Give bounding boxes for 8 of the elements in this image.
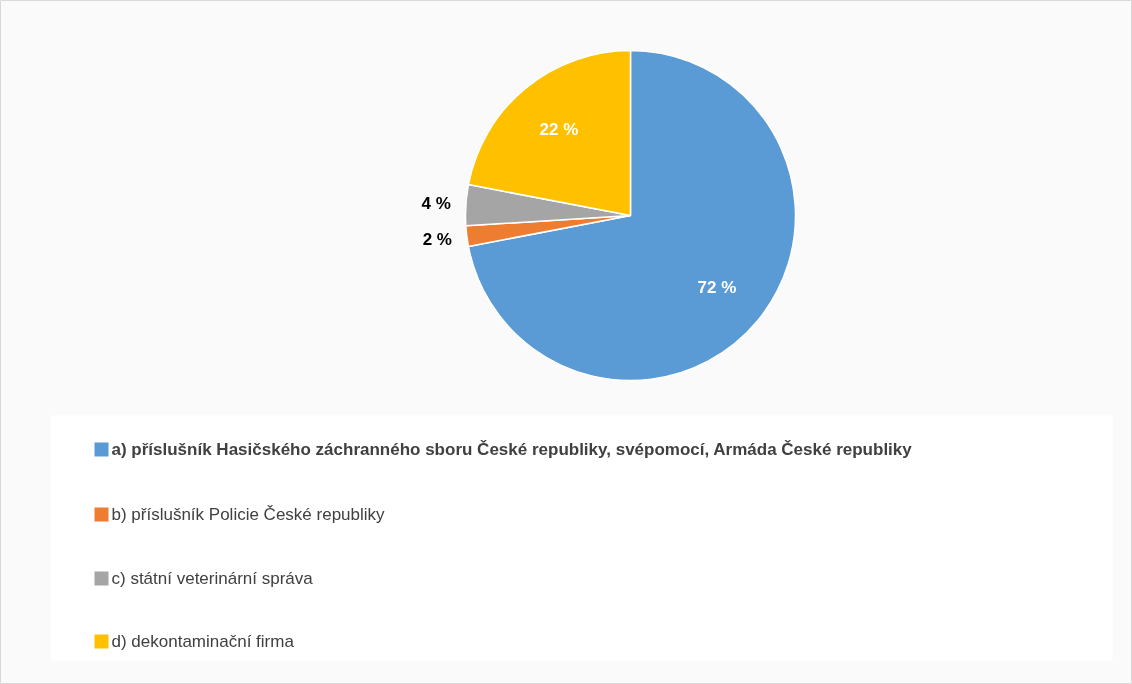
- data-label: 2 %: [422, 230, 452, 250]
- legend-label: b) příslušník Policie České republiky: [111, 505, 386, 524]
- data-label: 22 %: [539, 119, 579, 139]
- data-label: 72 %: [697, 277, 737, 297]
- legend-label: d) dekontaminační firma: [111, 632, 295, 651]
- data-label: 4 %: [421, 193, 451, 213]
- legend-label: c) státní veterinární správa: [111, 569, 314, 588]
- legend-label: a) příslušník Hasičského záchranného sboru České republiky, svépomocí, Armáda České republiky: [111, 440, 913, 459]
